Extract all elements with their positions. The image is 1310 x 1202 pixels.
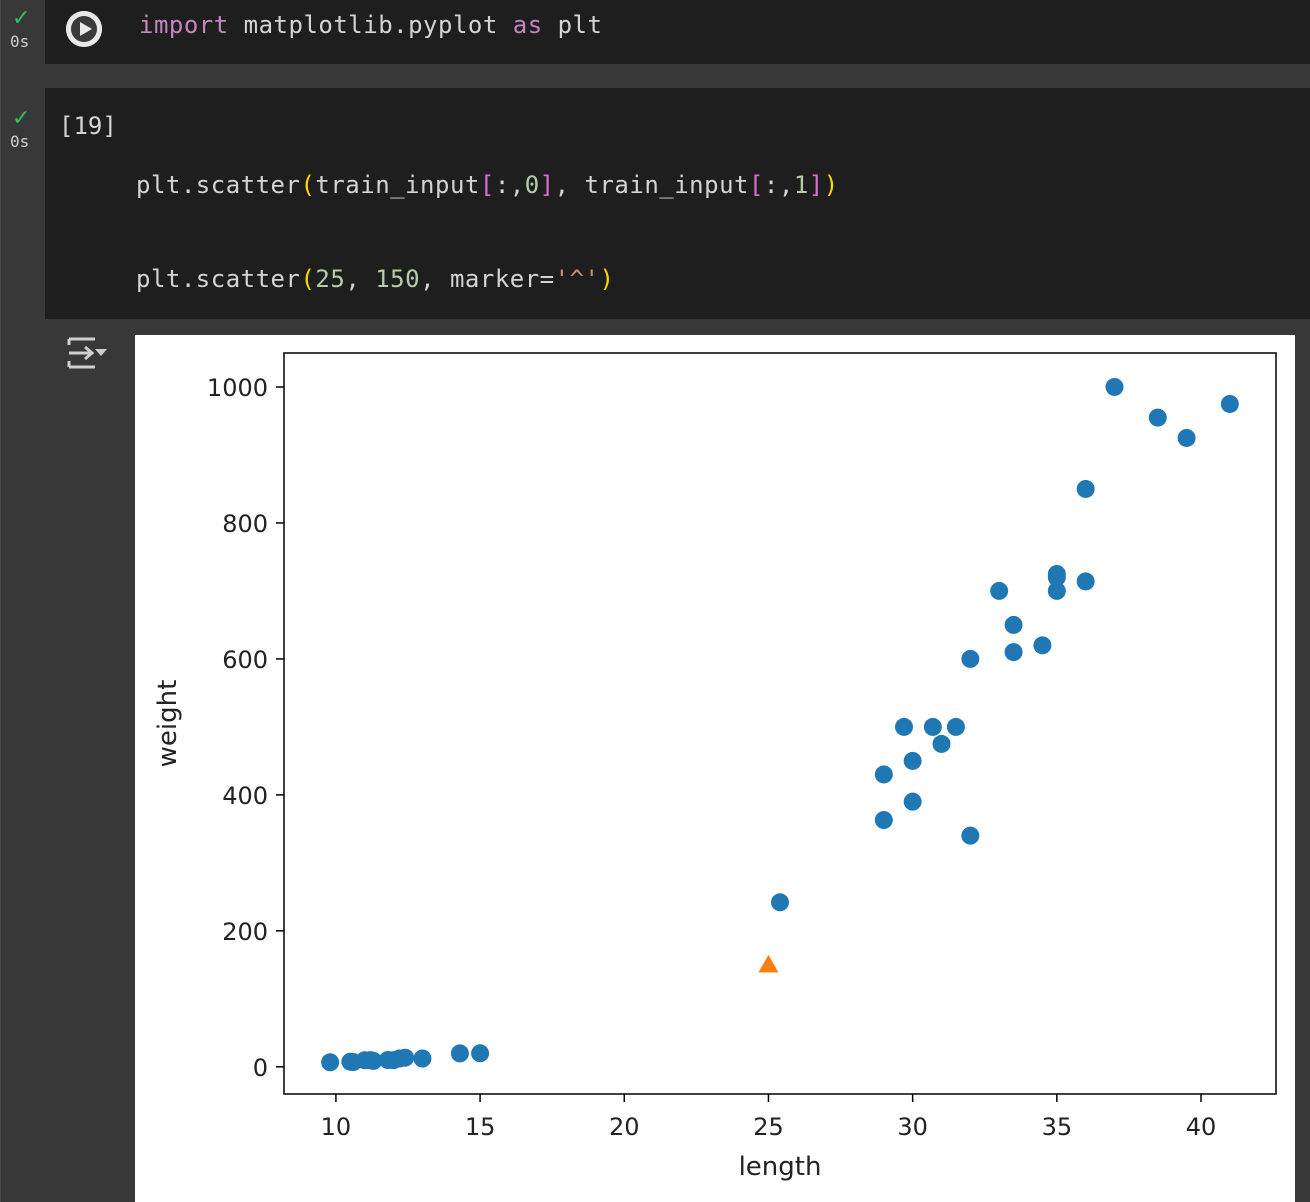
- data-point: [932, 734, 951, 753]
- data-point: [903, 751, 922, 770]
- y-tick-label: 400: [222, 782, 268, 810]
- data-point: [923, 717, 942, 736]
- check-icon: ✓: [12, 106, 31, 131]
- data-point: [895, 717, 913, 736]
- data-point: [1004, 615, 1023, 634]
- data-point: [1148, 408, 1167, 427]
- data-point: [1047, 581, 1066, 600]
- y-tick-label: 200: [222, 918, 268, 946]
- cell-gutter: [0, 0, 46, 1202]
- execution-count: [19]: [59, 112, 117, 140]
- y-tick-label: 0: [253, 1054, 268, 1082]
- data-point: [1076, 479, 1095, 498]
- x-axis-label: length: [739, 1152, 822, 1182]
- cell-2-status: ✓ 0s: [10, 106, 40, 152]
- y-tick-label: 600: [222, 646, 268, 674]
- y-tick-label: 800: [222, 510, 268, 538]
- x-tick-label: 15: [465, 1113, 496, 1141]
- code-cell-2[interactable]: [19] plt.scatter(train_input[:,0], train…: [45, 88, 1310, 575]
- data-point: [990, 581, 1009, 600]
- data-point: [1004, 643, 1023, 662]
- x-tick-label: 10: [321, 1113, 352, 1141]
- data-point: [771, 893, 789, 912]
- scatter-plot: 10 15 20 25 30 35 40 0 200 400 600 800 1000 length w…: [135, 335, 1295, 1202]
- data-point: [364, 1051, 383, 1070]
- code-line: plt.scatter(train_input[:,0], train_inpu…: [136, 171, 839, 199]
- data-point: [450, 1044, 469, 1063]
- cell-1-status: ✓ 0s: [10, 6, 40, 52]
- execution-time: 0s: [10, 132, 30, 151]
- data-point: [1220, 394, 1239, 413]
- data-point: [946, 717, 965, 736]
- x-tick-label: 30: [897, 1113, 928, 1141]
- data-point: [961, 826, 980, 845]
- data-point: [903, 792, 922, 811]
- x-tick-label: 20: [609, 1113, 640, 1141]
- run-cell-button[interactable]: [66, 11, 102, 47]
- data-point: [1076, 572, 1095, 591]
- data-point: [321, 1053, 340, 1072]
- data-point: [1047, 568, 1066, 587]
- play-icon: [66, 11, 102, 47]
- data-point: [471, 1044, 490, 1063]
- triangle-marker: [758, 954, 779, 973]
- data-point: [874, 811, 893, 830]
- data-point: [961, 649, 980, 668]
- y-tick-label: 1000: [207, 374, 268, 402]
- check-icon: ✓: [12, 6, 31, 31]
- y-axis-label: weight: [153, 680, 183, 768]
- data-point: [874, 765, 893, 784]
- code-line[interactable]: import matplotlib.pyplot as plt: [139, 11, 603, 39]
- data-point: [413, 1049, 432, 1068]
- plot-frame: [283, 352, 1277, 1095]
- x-tick-label: 25: [753, 1113, 784, 1141]
- code-cell-1[interactable]: import matplotlib.pyplot as plt: [45, 0, 1310, 64]
- code-line: plt.scatter(25, 150, marker='^'): [136, 265, 615, 293]
- data-point: [1177, 428, 1196, 447]
- x-tick-label: 35: [1042, 1113, 1073, 1141]
- data-point: [396, 1048, 415, 1067]
- cell-separator: [45, 64, 1310, 88]
- execution-time: 0s: [10, 32, 30, 51]
- x-tick-label: 40: [1186, 1113, 1217, 1141]
- data-point: [1105, 377, 1124, 396]
- data-point: [1033, 636, 1052, 655]
- output-actions-icon[interactable]: [65, 335, 109, 371]
